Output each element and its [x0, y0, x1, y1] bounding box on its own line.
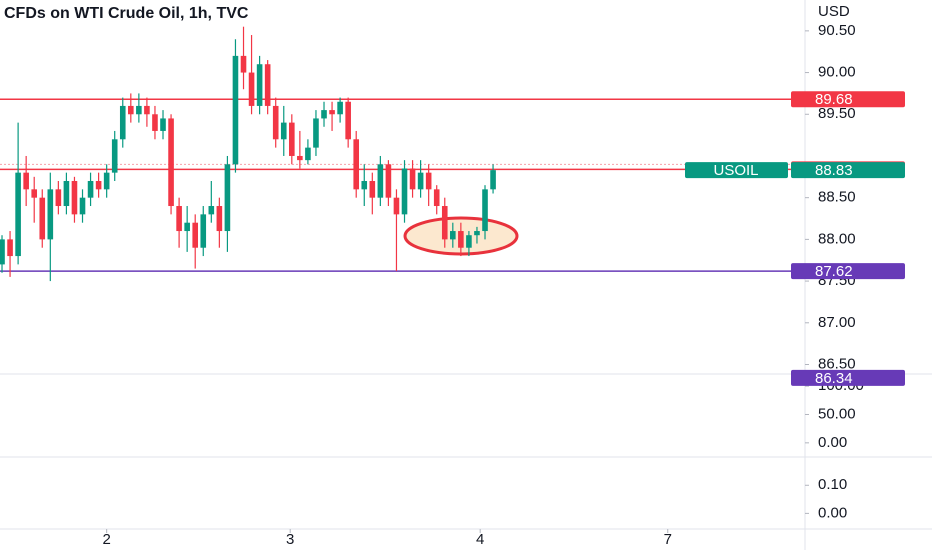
- candle-body: [55, 189, 62, 207]
- candle-body: [0, 239, 5, 265]
- y-tick-label: 88.50: [818, 189, 856, 206]
- candle-body: [256, 64, 263, 106]
- price-tag: [791, 369, 905, 386]
- candle-body: [240, 55, 247, 73]
- price-tag-value: 86.34: [815, 370, 853, 387]
- candle-body: [417, 172, 424, 190]
- x-tick-label: 7: [664, 531, 672, 548]
- candle-body: [369, 180, 376, 198]
- candle-body: [7, 239, 13, 257]
- candle-body: [168, 118, 174, 207]
- y-tick-label: 88.00: [818, 230, 856, 247]
- candle-body: [192, 222, 199, 248]
- candle-body: [160, 118, 166, 131]
- y-tick-label: 89.50: [818, 105, 856, 122]
- candle-body: [47, 189, 54, 240]
- y-tick-label: 87.00: [818, 314, 856, 331]
- candle-body: [458, 231, 464, 248]
- x-tick-label: 4: [476, 531, 484, 548]
- price-tag: [791, 162, 905, 179]
- y-tick-label: 50.00: [818, 405, 856, 422]
- candle-body: [119, 105, 126, 140]
- symbol-tag: [685, 162, 788, 179]
- y-tick-label: 86.50: [818, 355, 856, 372]
- candle-body: [248, 72, 255, 106]
- candle-body: [15, 172, 21, 257]
- symbol-tag-name: USOIL: [713, 162, 758, 179]
- candle-body: [474, 231, 480, 236]
- y-tick-label: 0.00: [818, 434, 847, 451]
- candle-body: [71, 180, 78, 215]
- candle-body: [353, 139, 360, 190]
- candle-body: [425, 172, 432, 190]
- price-tag-value: 89.68: [815, 91, 853, 108]
- price-tag: [791, 91, 905, 108]
- candle-body: [232, 55, 239, 165]
- candle-body: [264, 64, 271, 106]
- candle-body: [466, 235, 472, 248]
- candle-body: [111, 139, 118, 173]
- candle-body: [103, 172, 110, 190]
- candle-body: [393, 197, 400, 215]
- y-tick-label: 0.00: [818, 504, 847, 521]
- candle-body: [401, 168, 408, 215]
- price-tag-value: 87.62: [815, 263, 853, 280]
- candle-body: [329, 110, 335, 115]
- candle-body: [313, 118, 319, 148]
- candle-body: [490, 170, 496, 190]
- candle-body: [361, 180, 368, 190]
- candle-body: [63, 180, 70, 207]
- candle-body: [280, 122, 287, 140]
- candle-body: [482, 189, 488, 232]
- candle-body: [152, 114, 158, 131]
- x-tick-label: 2: [102, 531, 110, 548]
- candle-body: [39, 197, 46, 240]
- chart-title: CFDs on WTI Crude Oil, 1h, TVC: [4, 5, 249, 22]
- candle-body: [345, 101, 351, 140]
- price-tag: [791, 263, 905, 280]
- candle-body: [409, 168, 416, 190]
- candle-body: [208, 206, 215, 215]
- candle-body: [433, 189, 440, 207]
- candle-body: [184, 222, 190, 232]
- candle-body: [216, 206, 223, 232]
- candle-body: [297, 155, 303, 161]
- y-tick-label: 90.50: [818, 22, 856, 39]
- candle-body: [289, 122, 295, 156]
- candle-body: [200, 214, 207, 248]
- candle-body: [385, 164, 392, 198]
- candle-body: [377, 164, 384, 198]
- candle-body: [136, 105, 142, 115]
- candle-body: [23, 172, 29, 190]
- y-tick-label: 90.00: [818, 64, 856, 81]
- axis-unit: USD: [818, 3, 850, 20]
- candle-body: [176, 206, 182, 232]
- candle-body: [31, 189, 38, 198]
- candle-body: [337, 101, 343, 115]
- candle-body: [128, 105, 134, 115]
- candle-body: [321, 110, 327, 119]
- candle-body: [87, 180, 94, 198]
- candle-body: [441, 206, 448, 240]
- candle-body: [144, 105, 150, 115]
- candle-body: [450, 231, 456, 240]
- x-tick-label: 3: [286, 531, 294, 548]
- candle-body: [95, 180, 102, 190]
- candle-body: [272, 105, 279, 140]
- candle-body: [224, 164, 231, 232]
- candle-body: [305, 147, 311, 161]
- y-tick-label: 0.10: [818, 476, 847, 493]
- candle-body: [79, 197, 86, 215]
- price-tag-value: 88.83: [815, 162, 853, 179]
